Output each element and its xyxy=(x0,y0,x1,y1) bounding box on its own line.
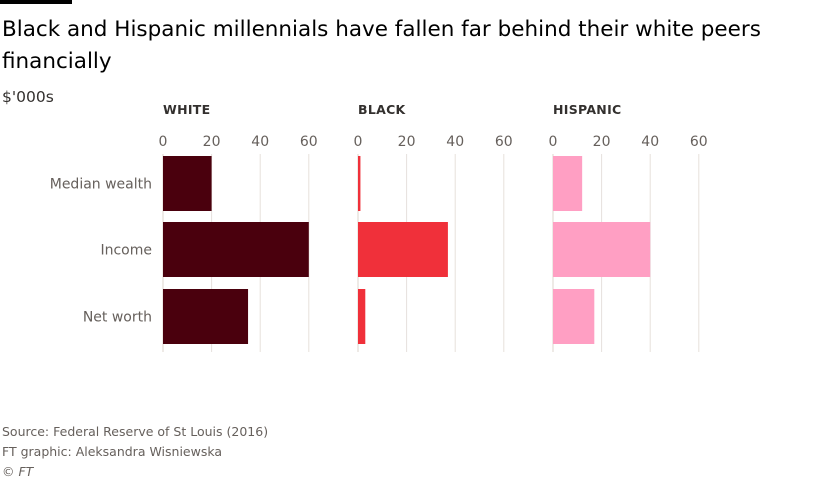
chart-title: Black and Hispanic millennials have fall… xyxy=(2,17,761,74)
panel-hispanic: HISPANIC 0 20 40 60 xyxy=(549,102,708,352)
category-label: Net worth xyxy=(83,310,152,326)
series-header: HISPANIC xyxy=(553,102,622,117)
bar-black xyxy=(358,156,361,211)
tick-label: 60 xyxy=(690,134,708,150)
tick-label: 20 xyxy=(593,134,611,150)
bar-hispanic xyxy=(553,156,583,211)
bar-black xyxy=(358,222,448,277)
tick-label: 20 xyxy=(203,134,221,150)
source-note: Source: Federal Reserve of St Louis (201… xyxy=(2,424,269,439)
tick-label: 40 xyxy=(251,134,269,150)
bar-white xyxy=(163,156,212,211)
tick-label: 0 xyxy=(354,134,363,150)
tick-label: 20 xyxy=(398,134,416,150)
bar-white xyxy=(163,289,249,344)
bar-hispanic xyxy=(553,222,651,277)
tick-label: 0 xyxy=(159,134,168,150)
category-label: Median wealth xyxy=(50,177,152,193)
bar-white xyxy=(163,222,309,277)
category-label: Income xyxy=(100,243,152,259)
graphic-credit: FT graphic: Aleksandra Wisniewska xyxy=(2,444,223,459)
bar-black xyxy=(358,289,366,344)
tick-label: 0 xyxy=(549,134,558,150)
chart-footer: Source: Federal Reserve of St Louis (201… xyxy=(2,422,268,482)
tick-label: 40 xyxy=(641,134,659,150)
panel-white: WHITE 0 20 40 60 xyxy=(159,102,318,352)
panel-black: BLACK 0 20 40 60 xyxy=(354,102,513,352)
series-header: BLACK xyxy=(358,102,407,117)
bar-chart: Median wealth Income Net worth WHITE 0 20 40 60… xyxy=(50,102,708,352)
bar-hispanic xyxy=(553,289,595,344)
copyright-note: © FT xyxy=(2,464,34,479)
chart-subtitle: $'000s xyxy=(2,88,54,106)
tick-label: 40 xyxy=(446,134,464,150)
ft-top-rule xyxy=(0,0,72,4)
tick-label: 60 xyxy=(300,134,318,150)
tick-label: 60 xyxy=(495,134,513,150)
series-header: WHITE xyxy=(163,102,210,117)
